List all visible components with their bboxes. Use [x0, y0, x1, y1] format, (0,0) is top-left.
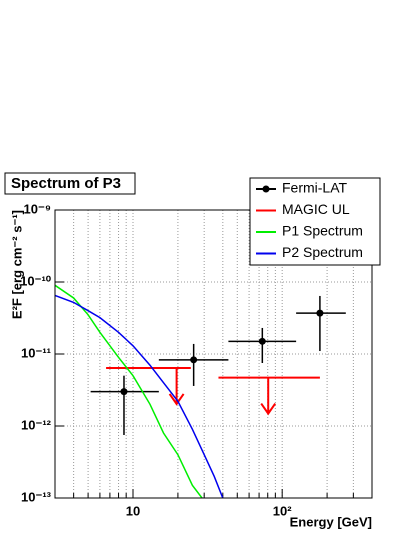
title-box [4, 172, 136, 195]
x-tick-label: 10² [273, 503, 292, 518]
data-point [120, 388, 128, 396]
data-point [190, 356, 198, 364]
spectrum-line [55, 294, 224, 498]
spectrum-line [55, 284, 203, 498]
legend-label: P2 Spectrum [282, 244, 363, 260]
y-tick-label: 10⁻¹³ [21, 489, 52, 504]
upper-limit-arrow [168, 367, 185, 406]
y-tick-label: 10⁻¹² [21, 417, 52, 432]
y-axis-title: E²F [erg cm⁻² s⁻¹] [9, 210, 24, 319]
legend-label: P1 Spectrum [282, 223, 363, 239]
data-point [258, 337, 266, 345]
chart-title: Spectrum of P3 [11, 175, 121, 192]
y-tick-label: 10⁻⁹ [24, 201, 52, 216]
data-point [316, 309, 324, 317]
legend-marker [262, 185, 270, 193]
plot-frame [54, 209, 373, 499]
y-tick-label: 10⁻¹⁰ [20, 273, 52, 288]
upper-limit-arrow [260, 377, 277, 416]
legend-label: MAGIC UL [282, 201, 350, 217]
legend-box [249, 177, 381, 266]
x-tick-label: 10 [126, 503, 140, 518]
x-axis-title: Energy [GeV] [290, 514, 372, 529]
legend-label: Fermi-LAT [282, 180, 348, 196]
y-tick-label: 10⁻¹¹ [21, 345, 51, 360]
